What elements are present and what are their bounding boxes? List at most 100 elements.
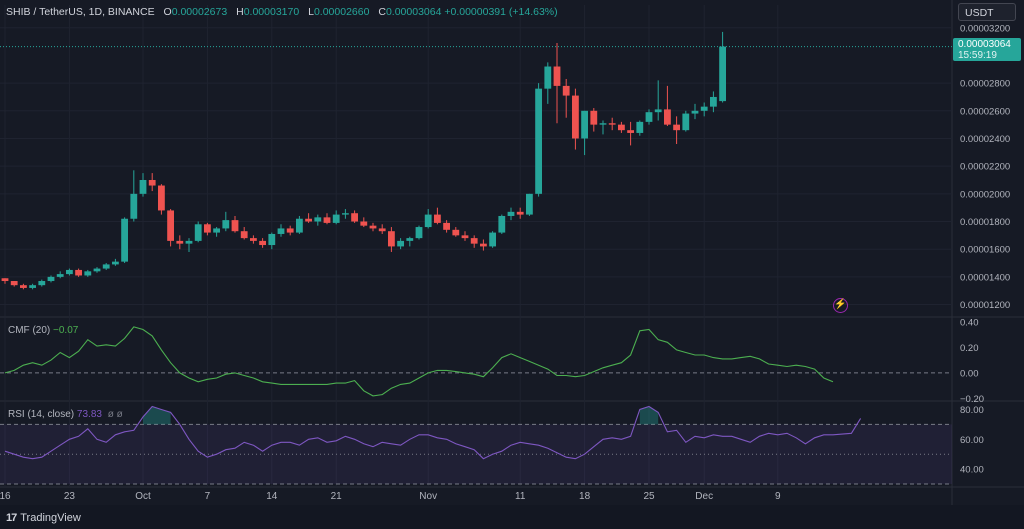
candle-body (645, 112, 653, 122)
candle-body (56, 274, 64, 277)
candle-body (277, 228, 285, 234)
candle-body (480, 243, 487, 247)
candle-body (268, 233, 276, 246)
candle-body (176, 240, 184, 244)
candle-body (489, 232, 496, 247)
rsi-overbought-fill (639, 406, 659, 425)
candle-body (452, 229, 460, 236)
cmf-axis-tick: 0.40 (960, 317, 979, 328)
candle-body (654, 109, 662, 113)
rsi-title: RSI (14, close) (8, 409, 75, 420)
price-axis-tick: 0.00001400 (960, 272, 1010, 283)
candle-body (158, 185, 165, 211)
candle-body (700, 106, 708, 111)
candle-body (535, 88, 542, 194)
candle-body (691, 110, 699, 114)
candle-body (424, 214, 432, 228)
symbol-label[interactable]: SHIB / TetherUS, 1D, BINANCE (6, 6, 155, 18)
candle-body (1, 278, 9, 282)
candle-body (406, 238, 414, 241)
candle-body (93, 268, 101, 272)
tradingview-logo[interactable]: 17 TradingView (6, 512, 81, 524)
candle-body (75, 269, 82, 276)
candle-body (664, 109, 671, 125)
price-axis-tick: 0.00002800 (960, 79, 1010, 90)
time-axis-tick: 9 (775, 491, 781, 502)
time-axis-tick: Dec (695, 491, 713, 502)
open-label: O (163, 6, 172, 18)
candle-body (10, 281, 18, 286)
candle-body (250, 238, 257, 241)
rsi-value: 73.83 (76, 409, 102, 420)
candle-body (351, 213, 358, 222)
time-axis-tick: 18 (579, 491, 591, 502)
time-axis-tick: 14 (266, 491, 278, 502)
candle-body (544, 66, 552, 89)
time-axis-tick: 16 (0, 491, 11, 502)
bar-countdown: 15:59:19 (958, 50, 997, 61)
cmf-value: −0.07 (53, 325, 79, 336)
candle-body (470, 238, 478, 244)
rsi-overbought-fill (143, 406, 171, 425)
low-value: 0.00002660 (313, 6, 370, 18)
candle-body (84, 271, 92, 276)
candle-body (20, 285, 27, 288)
last-price-value: 0.00003064 (958, 39, 1011, 50)
price-axis-tick: 0.00001200 (960, 300, 1010, 311)
price-axis-tick: 0.00002600 (960, 106, 1010, 117)
rsi-axis-tick: 40.00 (960, 465, 984, 476)
time-axis-tick: 23 (64, 491, 76, 502)
candle-body (562, 85, 570, 96)
candle-body (66, 269, 73, 275)
candle-body (434, 214, 441, 223)
bolt-icon[interactable]: ⚡ (833, 298, 848, 313)
high-label: H (236, 6, 244, 18)
candle-body (204, 224, 211, 233)
candle-body (590, 110, 598, 125)
candle-body (167, 210, 174, 241)
candle-body (553, 66, 561, 86)
rsi-line (4, 405, 862, 460)
cmf-indicator-label[interactable]: CMF (20) −0.07 (8, 325, 78, 336)
time-axis-tick: 25 (643, 491, 655, 502)
candle-body (461, 235, 469, 239)
last-price-tag: 0.00003064 15:59:19 (953, 38, 1021, 61)
tradingview-brand: TradingView (20, 512, 81, 524)
price-axis-tick: 0.00001800 (960, 217, 1010, 228)
price-axis-tick: 0.00002400 (960, 134, 1010, 145)
candle-body (507, 211, 515, 216)
candle-body (130, 193, 138, 219)
candle-body (314, 217, 322, 222)
candle-body (38, 281, 46, 286)
cmf-line (4, 326, 834, 397)
time-axis-tick: Nov (419, 491, 437, 502)
rsi-indicator-label[interactable]: RSI (14, close) 73.83 ø ø (8, 409, 123, 420)
time-axis-tick: 7 (205, 491, 211, 502)
candle-body (47, 276, 55, 282)
candle-body (121, 218, 128, 262)
currency-selector[interactable]: USDT (958, 3, 1016, 21)
candle-body (102, 264, 110, 269)
time-axis-tick: 11 (515, 491, 526, 502)
candle-body (240, 231, 248, 239)
candle-body (369, 225, 377, 229)
candle-body (222, 220, 230, 229)
candle-body (498, 215, 506, 233)
candle-body (231, 220, 239, 232)
candle-body (112, 261, 119, 265)
open-value: 0.00002673 (171, 6, 228, 18)
price-axis-tick: 0.00002000 (960, 189, 1010, 200)
candle-body (627, 130, 634, 133)
candle-body (259, 240, 266, 246)
candle-body (185, 240, 193, 244)
cmf-title: CMF (20) (8, 325, 51, 336)
candle-body (599, 123, 607, 125)
price-axis-tick: 0.00001600 (960, 245, 1010, 256)
rsi-axis-tick: 80.00 (960, 405, 984, 416)
time-axis-tick: 21 (331, 491, 343, 502)
candle-body (636, 121, 644, 133)
symbol-header: SHIB / TetherUS, 1D, BINANCE O0.00002673… (6, 6, 558, 18)
candle-body (526, 193, 533, 215)
candle-body (305, 218, 312, 222)
